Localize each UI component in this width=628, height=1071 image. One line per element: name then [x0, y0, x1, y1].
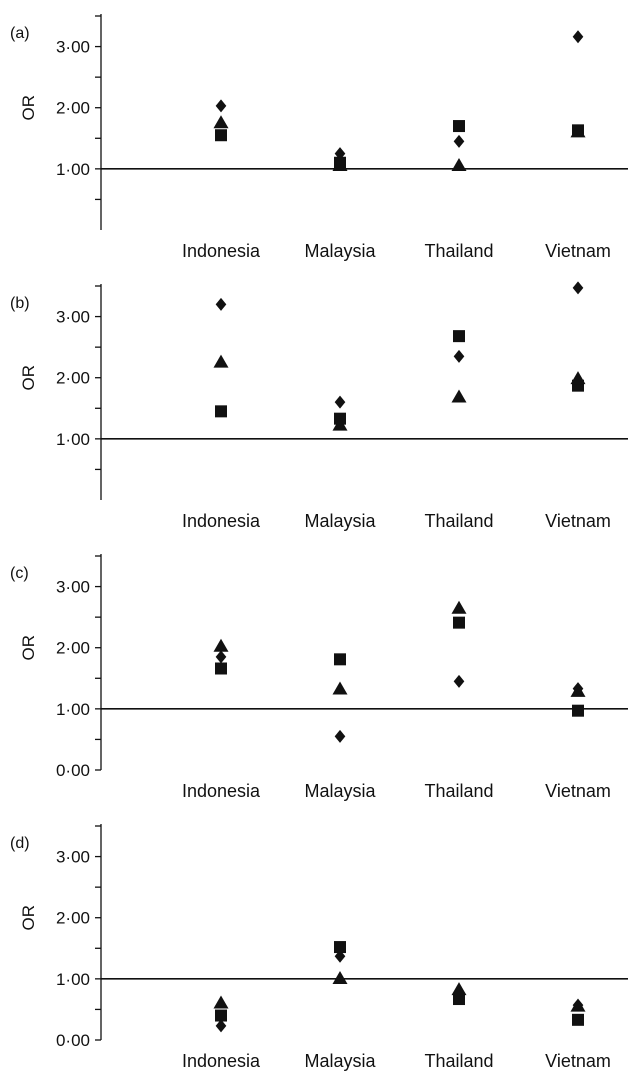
square-marker	[572, 1013, 584, 1026]
triangle-marker	[332, 971, 348, 985]
triangle-marker	[570, 124, 586, 138]
triangle-marker	[213, 115, 229, 129]
panel-label: (b)	[10, 295, 30, 312]
y-tick-label: 3·00	[56, 38, 90, 57]
diamond-marker	[215, 1019, 227, 1033]
diamond-marker	[215, 650, 227, 664]
panel-label: (d)	[10, 835, 30, 852]
chart-panel-b: 1·00 2·00 3·00 OR (b) Indonesia Malaysia Thaila…	[10, 281, 628, 531]
square-marker	[453, 616, 465, 629]
x-category-label: Malaysia	[304, 241, 376, 261]
x-category-label: Vietnam	[545, 781, 611, 801]
diamond-marker	[453, 674, 465, 688]
x-category-label: Malaysia	[304, 1051, 376, 1071]
y-tick-label: 3·00	[56, 308, 90, 327]
square-marker	[572, 704, 584, 717]
y-tick-label: 3·00	[56, 848, 90, 867]
y-tick-label: 3·00	[56, 578, 90, 597]
triangle-marker	[213, 995, 229, 1009]
diamond-marker	[334, 949, 346, 963]
y-tick-label: 1·00	[56, 160, 90, 179]
y-tick-label: 2·00	[56, 99, 90, 118]
square-marker	[334, 653, 346, 666]
diamond-marker	[453, 986, 465, 1000]
y-tick-label: 0·00	[56, 761, 90, 780]
triangle-marker	[451, 389, 467, 403]
y-tick-label: 1·00	[56, 700, 90, 719]
panel-label: (a)	[10, 25, 30, 42]
chart-panel-c: 0·00 1·00 2·00 3·00 OR (c) Indonesia Malaysia Th…	[10, 554, 628, 801]
y-axis-label: OR	[19, 365, 38, 391]
diamond-marker	[572, 998, 584, 1012]
panel-label: (c)	[10, 565, 29, 582]
triangle-marker	[213, 638, 229, 652]
square-marker	[334, 941, 346, 954]
x-category-label: Thailand	[424, 781, 493, 801]
diamond-marker	[572, 30, 584, 44]
x-category-label: Vietnam	[545, 1051, 611, 1071]
triangle-marker	[451, 600, 467, 614]
square-marker	[215, 1009, 227, 1022]
y-axis-label: OR	[19, 635, 38, 661]
triangle-marker	[213, 354, 229, 368]
triangle-marker	[570, 371, 586, 385]
diamond-marker	[572, 281, 584, 295]
diamond-marker	[334, 395, 346, 409]
y-tick-label: 1·00	[56, 970, 90, 989]
triangle-marker	[332, 158, 348, 171]
triangle-marker	[332, 417, 348, 431]
y-tick-label: 1·00	[56, 430, 90, 449]
diamond-marker	[453, 134, 465, 148]
square-marker	[453, 330, 465, 343]
square-marker	[453, 120, 465, 133]
x-category-label: Indonesia	[182, 241, 261, 261]
x-category-label: Thailand	[424, 1051, 493, 1071]
x-category-label: Malaysia	[304, 511, 376, 531]
diamond-marker	[334, 729, 346, 743]
diamond-marker	[215, 297, 227, 311]
square-marker	[215, 405, 227, 418]
y-tick-label: 2·00	[56, 369, 90, 388]
x-category-label: Vietnam	[545, 511, 611, 531]
chart-panel-a: 1·00 2·00 3·00 OR (a) Indonesia Malaysia Thaila…	[10, 14, 628, 261]
x-category-label: Indonesia	[182, 1051, 261, 1071]
diamond-marker	[215, 99, 227, 113]
square-marker	[215, 662, 227, 675]
x-category-label: Indonesia	[182, 781, 261, 801]
y-tick-label: 0·00	[56, 1031, 90, 1050]
diamond-marker	[334, 147, 346, 161]
diamond-marker	[453, 349, 465, 363]
x-category-label: Thailand	[424, 511, 493, 531]
square-marker	[215, 129, 227, 142]
x-category-label: Malaysia	[304, 781, 376, 801]
x-category-label: Vietnam	[545, 241, 611, 261]
diamond-marker	[572, 682, 584, 696]
y-tick-label: 2·00	[56, 639, 90, 658]
triangle-marker	[451, 158, 467, 171]
y-tick-label: 2·00	[56, 909, 90, 928]
triangle-marker	[332, 681, 348, 695]
y-axis-label: OR	[19, 905, 38, 931]
chart-panel-d: 0·00 1·00 2·00 3·00 OR (d) Indonesia Malaysia Th…	[10, 824, 628, 1071]
x-category-label: Indonesia	[182, 511, 261, 531]
y-axis-label: OR	[19, 95, 38, 121]
x-category-label: Thailand	[424, 241, 493, 261]
